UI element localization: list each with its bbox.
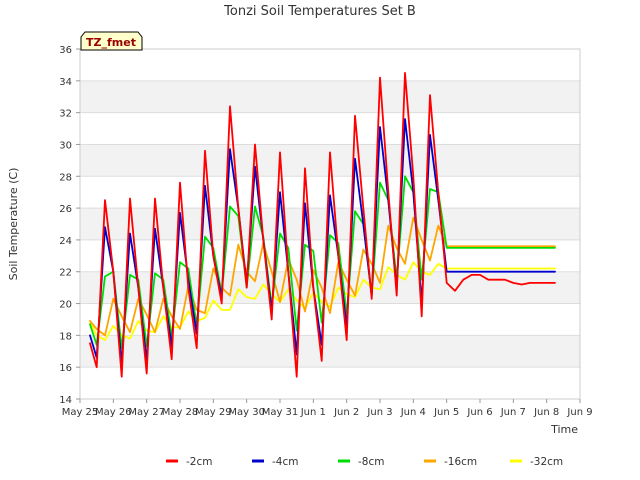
x-tick-label: Jun 4: [400, 407, 426, 418]
background-band: [80, 367, 580, 399]
y-tick-label: 20: [59, 300, 72, 311]
x-tick-label: May 27: [128, 407, 165, 418]
legend: -2cm -4cm -8cm -16cm -32cm: [166, 456, 563, 468]
background-band: [80, 335, 580, 368]
y-axis-label: Soil Temperature (C): [7, 168, 20, 281]
legend-label: -2cm: [186, 456, 212, 468]
x-tick-label: May 26: [95, 407, 132, 418]
x-tick-label: May 31: [262, 407, 299, 418]
site-badge: TZ_fmet: [80, 31, 143, 51]
y-tick-label: 36: [59, 45, 72, 56]
y-tick-label: 22: [59, 268, 72, 279]
legend-label: -32cm: [530, 456, 563, 468]
background-band: [80, 49, 580, 81]
x-axis-label: Time: [550, 423, 578, 436]
x-tick-label: Jun 3: [366, 407, 392, 418]
series-line-minus-2cm: [89, 72, 556, 378]
x-tick-label: Jun 8: [533, 407, 559, 418]
y-tick-label: 30: [59, 140, 72, 151]
site-badge-label: TZ_fmet: [86, 36, 136, 49]
background-band: [80, 239, 580, 272]
legend-label: -4cm: [272, 456, 298, 468]
x-tick-label: May 30: [228, 407, 265, 418]
y-tick-label: 26: [59, 204, 72, 215]
x-tick-label: May 29: [195, 407, 232, 418]
series-line-minus-32cm: [89, 261, 556, 342]
background-band: [80, 80, 580, 113]
series-lines: [89, 72, 556, 378]
chart-title: Tonzi Soil Temperatures Set B: [223, 4, 416, 19]
legend-label: -16cm: [444, 456, 477, 468]
y-tick-label: 18: [59, 331, 72, 342]
x-tick-label: Jun 5: [433, 407, 459, 418]
x-tick-label: Jun 6: [466, 407, 492, 418]
y-tick-label: 14: [59, 395, 72, 406]
x-tick-label: Jun 1: [300, 407, 326, 418]
y-tick-label: 16: [59, 363, 72, 374]
x-tick-label: Jun 9: [566, 407, 592, 418]
plot-frame: [79, 48, 581, 400]
site-badge-box: [80, 31, 143, 51]
x-tick-label: May 28: [162, 407, 199, 418]
y-tick-label: 34: [59, 77, 72, 88]
series-line-minus-8cm: [89, 175, 556, 350]
plot-background-bands: [80, 49, 580, 399]
legend-label: -8cm: [358, 456, 384, 468]
y-tick-label: 32: [59, 109, 72, 120]
x-tick-label: Jun 2: [333, 407, 359, 418]
x-tick-label: May 25: [62, 407, 99, 418]
y-axis: 14 16 18 20 22 24 26 28 30 32 34 36: [59, 45, 80, 406]
y-tick-label: 24: [59, 236, 72, 247]
background-band: [80, 112, 580, 145]
y-tick-label: 28: [59, 172, 72, 183]
x-tick-label: Jun 7: [500, 407, 526, 418]
